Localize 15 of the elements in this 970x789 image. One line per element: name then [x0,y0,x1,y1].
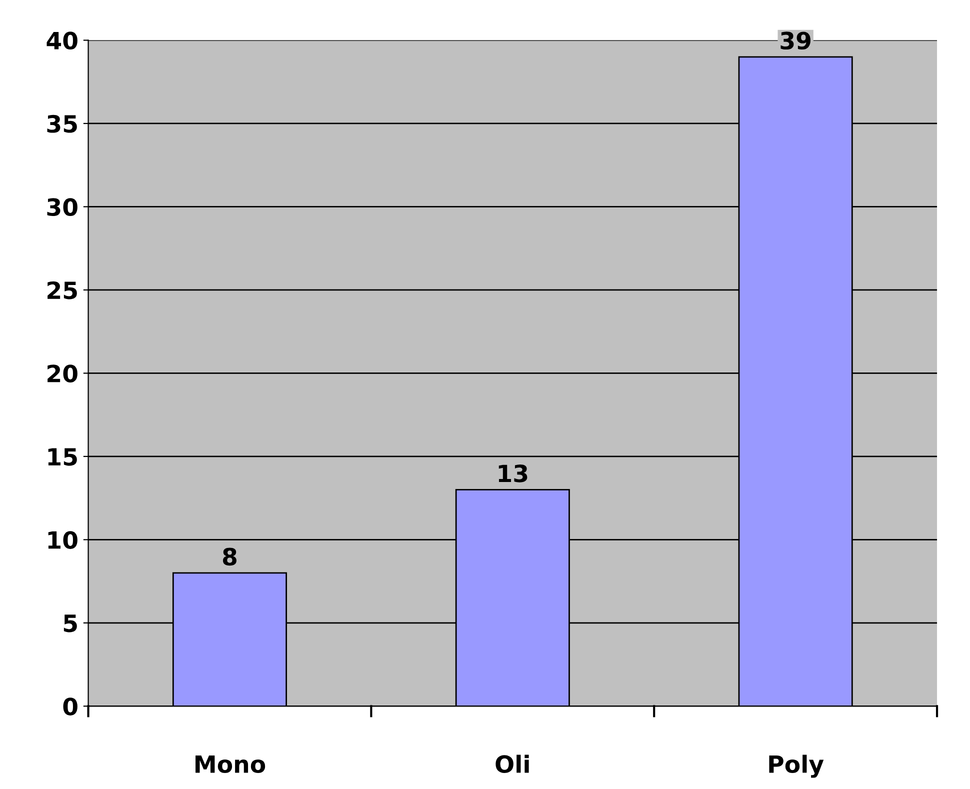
data-label: 8 [222,548,236,566]
y-tick-label: 35 [47,114,77,133]
y-tick-label: 10 [48,531,78,549]
y-tick-label: 25 [48,281,77,300]
y-tick-label: 5 [64,614,77,632]
y-tick-label: 15 [48,448,77,466]
x-tick-label: Poly [769,754,824,778]
y-tick-label: 0 [63,698,78,716]
x-tick-label: Mono [196,755,266,774]
x-tick-label: Oli [496,754,529,774]
y-tick-label: 30 [47,198,78,216]
y-tick-label: 20 [48,364,78,383]
data-label: 13 [498,464,528,482]
data-label: 39 [780,32,810,50]
y-tick-label: 40 [46,32,78,50]
